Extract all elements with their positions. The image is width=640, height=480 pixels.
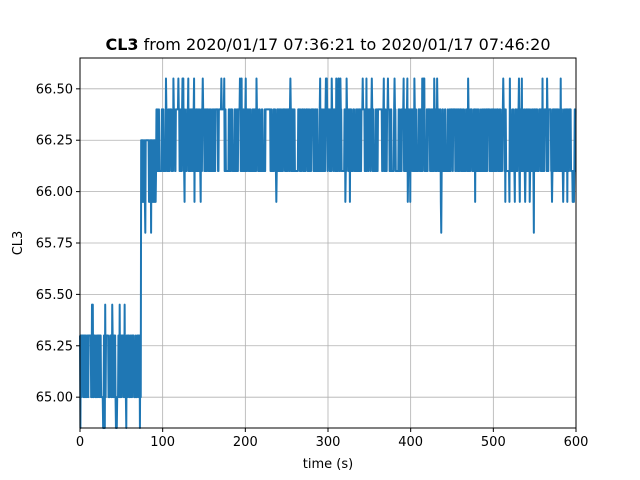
y-tick-label: 66.25 xyxy=(36,134,73,149)
x-tick-label: 500 xyxy=(481,435,506,450)
x-tick-label: 200 xyxy=(233,435,258,450)
y-tick-label: 66.50 xyxy=(36,82,73,97)
y-tick-label: 65.75 xyxy=(36,237,73,252)
x-axis: 0 100 200 300 400 500 600 xyxy=(76,428,589,450)
chart-title-prefix: CL3 xyxy=(105,35,138,54)
y-axis-label: CL3 xyxy=(11,231,26,256)
plot-area xyxy=(79,77,577,429)
x-tick-label: 0 xyxy=(76,435,84,450)
y-axis: 65.00 65.25 65.50 65.75 66.00 66.25 66.50 xyxy=(36,82,80,406)
y-tick-label: 65.25 xyxy=(36,339,73,354)
y-tick-label: 65.50 xyxy=(36,288,73,303)
x-axis-label: time (s) xyxy=(303,457,353,472)
series-line xyxy=(79,77,577,429)
chart-title: CL3 from 2020/01/17 07:36:21 to 2020/01/… xyxy=(105,35,550,54)
chart-title-rest: from 2020/01/17 07:36:21 to 2020/01/17 0… xyxy=(139,35,551,54)
x-tick-label: 300 xyxy=(316,435,341,450)
x-tick-label: 400 xyxy=(398,435,423,450)
y-tick-label: 66.00 xyxy=(36,185,73,200)
x-tick-label: 100 xyxy=(150,435,175,450)
y-tick-label: 65.00 xyxy=(36,391,73,406)
x-tick-label: 600 xyxy=(564,435,589,450)
